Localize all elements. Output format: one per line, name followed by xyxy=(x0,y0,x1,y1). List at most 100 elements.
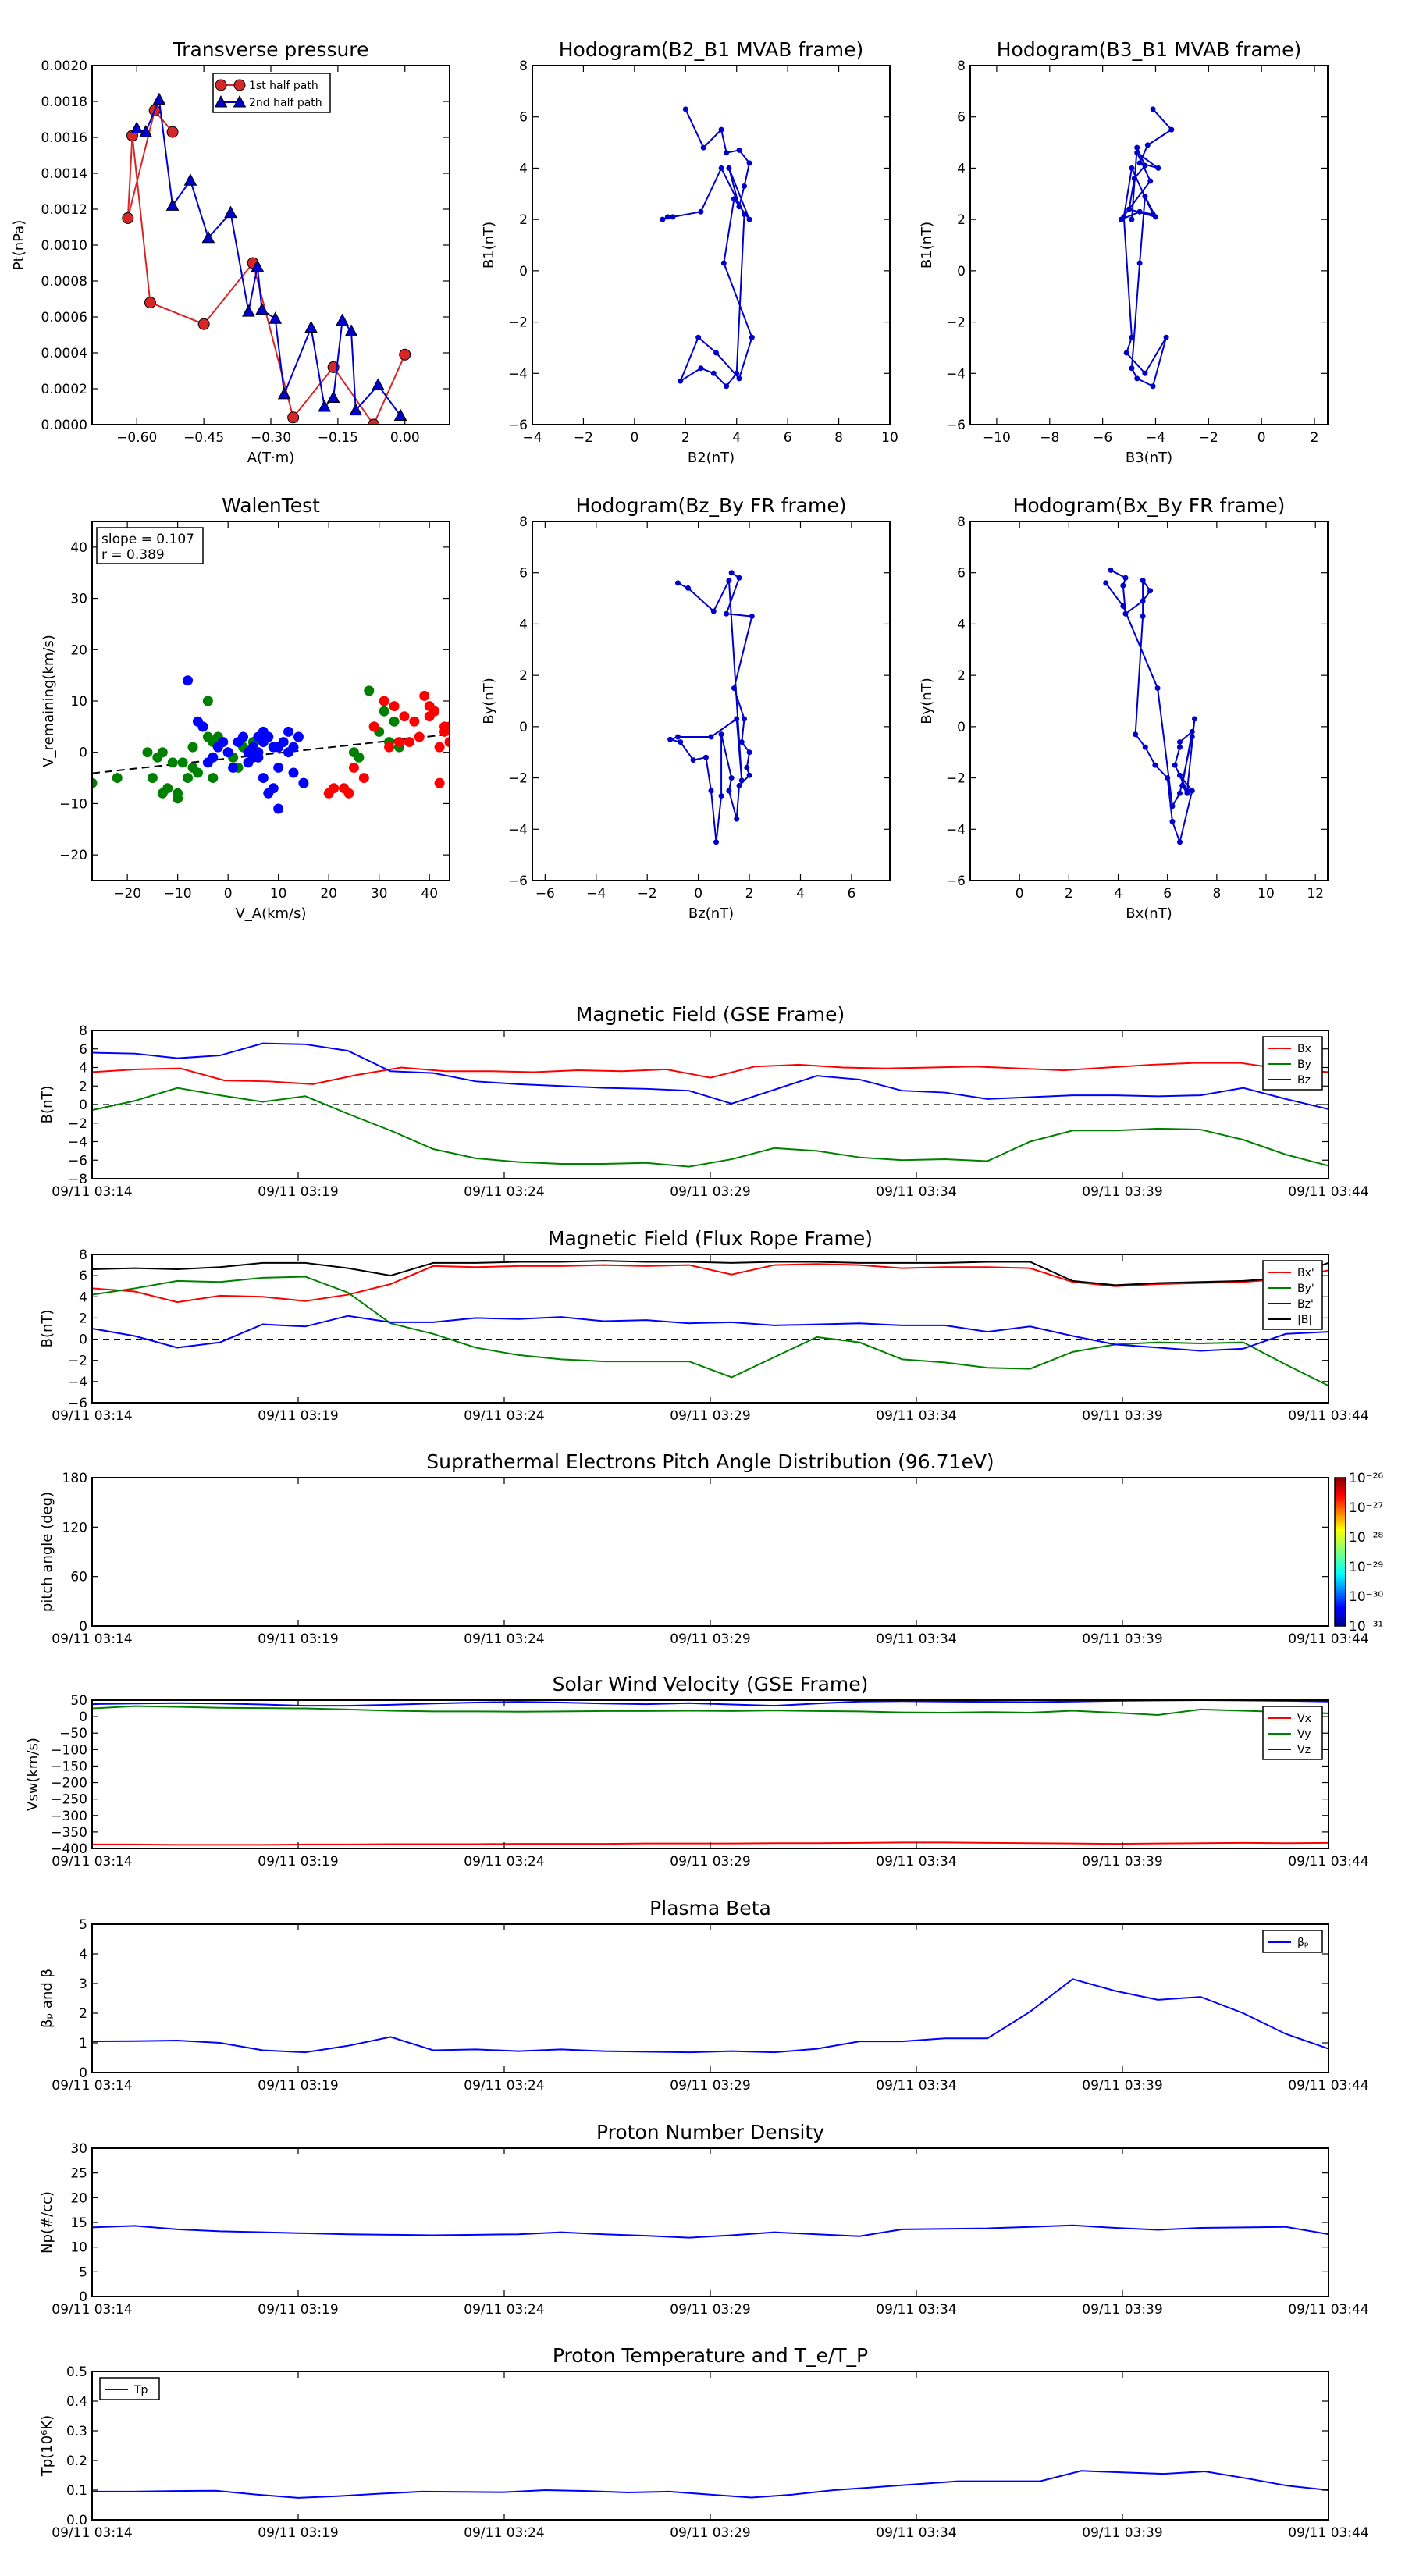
data-point xyxy=(343,788,354,799)
x-tick-label: 09/11 03:14 xyxy=(52,1854,132,1870)
colorbar-tick-label: 10⁻²⁹ xyxy=(1349,1560,1383,1575)
y-tick-label: 0.0018 xyxy=(41,94,87,110)
legend: Tp xyxy=(99,2377,160,2400)
x-tick-label: 09/11 03:34 xyxy=(876,1854,956,1870)
y-tick-label: 0.0000 xyxy=(41,418,87,433)
chart-hodogram-bz-by: −6 −4 −2 0 2 4 6 −6 −4 −2 0 2 4 6 8 Hodogram(Bz_By FR f… xyxy=(481,494,891,922)
y-tick-label: 6 xyxy=(957,566,966,582)
data-point xyxy=(1189,728,1195,735)
data-point xyxy=(1136,260,1143,266)
data-point xyxy=(434,777,445,788)
data-point xyxy=(695,334,702,340)
y-tick-label: −100 xyxy=(51,1742,87,1758)
data-point xyxy=(379,696,389,706)
y-tick-label: −200 xyxy=(51,1776,87,1791)
data-point xyxy=(233,79,246,91)
colorbar-tick-label: 10⁻³¹ xyxy=(1349,1619,1383,1635)
r-text: r = 0.389 xyxy=(101,547,165,563)
x-tick-label: 09/11 03:29 xyxy=(670,2078,750,2094)
y-tick-label: −8 xyxy=(68,1172,87,1187)
y-tick-label: 8 xyxy=(519,59,528,74)
data-point xyxy=(253,747,264,758)
data-point xyxy=(414,731,425,742)
chart-title: WalenTest xyxy=(222,494,320,517)
data-point xyxy=(1150,383,1156,390)
data-point xyxy=(372,378,385,390)
data-point xyxy=(224,205,237,219)
legend-label: By' xyxy=(1297,1283,1314,1295)
series-line xyxy=(136,96,401,417)
x-tick-label: 0 xyxy=(1016,886,1024,902)
data-point xyxy=(358,773,369,784)
y-tick-label: 0.0020 xyxy=(41,59,87,74)
y-tick-label: −10 xyxy=(59,796,87,812)
data-point xyxy=(1140,578,1146,584)
y-tick-label: −4 xyxy=(508,822,528,838)
data-point xyxy=(742,183,748,189)
data-point xyxy=(326,390,340,403)
data-point xyxy=(698,365,704,372)
x-tick-label: 09/11 03:39 xyxy=(1082,2525,1162,2541)
y-tick-label: 6 xyxy=(79,1268,87,1284)
data-point xyxy=(167,757,178,768)
chart-title: Magnetic Field (GSE Frame) xyxy=(576,1003,845,1026)
y-tick-label: 0 xyxy=(79,2065,87,2081)
data-point xyxy=(678,378,684,384)
data-point xyxy=(736,575,742,581)
series-line xyxy=(92,1260,1329,1286)
data-point xyxy=(708,788,714,794)
y-tick-label: −4 xyxy=(946,822,966,838)
data-point xyxy=(700,144,706,151)
y-tick-label: −6 xyxy=(946,873,966,889)
x-tick-label: 09/11 03:19 xyxy=(258,2302,338,2318)
data-point xyxy=(215,79,227,91)
plot-area xyxy=(1103,567,1197,845)
y-tick-label: 40 xyxy=(70,540,87,556)
legend: Vx Vy Vz xyxy=(1262,1706,1323,1760)
chart-hodogram-bx-by: 0 2 4 6 8 10 12 −6 −4 −2 0 2 4 6 8 Hodogram(Bx_By FR fr… xyxy=(919,494,1329,922)
data-point xyxy=(1123,350,1129,356)
x-axis-label: Bx(nT) xyxy=(1126,906,1172,922)
data-point xyxy=(1129,216,1135,222)
chart-title: Solar Wind Velocity (GSE Frame) xyxy=(553,1673,869,1695)
data-point xyxy=(1152,214,1158,220)
y-tick-label: 3 xyxy=(79,1976,87,1992)
x-tick-label: 0 xyxy=(694,886,702,902)
data-point xyxy=(157,747,168,758)
plot-area xyxy=(92,675,450,814)
data-point xyxy=(130,121,144,133)
x-tick-label: 09/11 03:39 xyxy=(1082,2302,1162,2318)
plot-area xyxy=(92,1260,1329,1387)
x-tick-label: 09/11 03:34 xyxy=(876,2078,956,2094)
x-tick-label: 09/11 03:39 xyxy=(1082,1184,1162,1200)
x-tick-label: 4 xyxy=(732,430,741,446)
x-tick-label: 09/11 03:14 xyxy=(52,2078,132,2094)
series-line xyxy=(92,2224,1329,2239)
y-tick-label: 15 xyxy=(70,2215,87,2231)
data-point xyxy=(273,803,284,814)
data-point xyxy=(122,212,134,224)
x-tick-label: 09/11 03:44 xyxy=(1288,2302,1368,2318)
data-point xyxy=(162,783,173,794)
data-point xyxy=(242,304,255,317)
chart-magnetic-field-gse: −8 −6 −4 −2 0 2 4 6 8 09/11 03:14 09/11 03:19 09/11… xyxy=(39,1003,1369,1200)
y-tick-label: −4 xyxy=(508,366,528,382)
x-tick-label: 10 xyxy=(270,886,287,902)
x-tick-label: 2 xyxy=(1065,886,1073,902)
y-axis-label: By(nT) xyxy=(919,678,935,724)
y-tick-label: 8 xyxy=(519,514,528,530)
x-tick-label: 09/11 03:29 xyxy=(670,2525,750,2541)
data-point xyxy=(1163,334,1169,340)
x-tick-label: 09/11 03:19 xyxy=(258,2078,338,2094)
data-point xyxy=(1144,142,1151,148)
data-point xyxy=(746,216,752,222)
data-point xyxy=(183,675,194,686)
legend-label: Bx' xyxy=(1297,1267,1314,1279)
y-tick-label: 30 xyxy=(70,592,87,607)
legend: Bx By Bz xyxy=(1262,1036,1323,1091)
axes-frame xyxy=(532,521,891,881)
x-tick-label: 09/11 03:44 xyxy=(1288,2078,1368,2094)
y-axis-label: B1(nT) xyxy=(919,222,935,269)
x-tick-label: 10 xyxy=(1257,886,1275,902)
x-tick-label: 2 xyxy=(1311,430,1319,446)
